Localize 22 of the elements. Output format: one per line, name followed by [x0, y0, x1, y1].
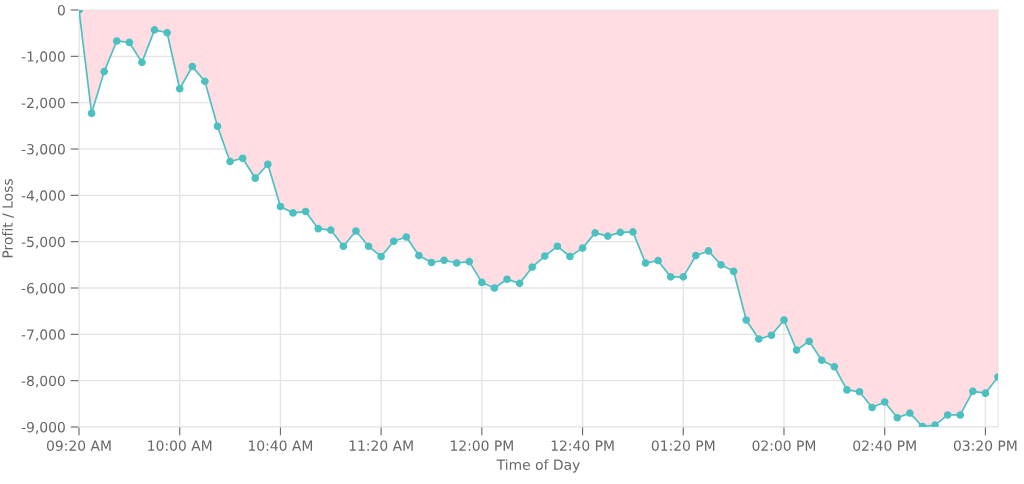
y-tick-label: -2,000	[21, 97, 65, 110]
y-tick-label: -1,000	[21, 51, 65, 64]
y-tick-label: -6,000	[21, 282, 65, 295]
x-tick-label: 03:20 PM	[953, 440, 1017, 451]
x-tick-label: 01:20 PM	[651, 440, 715, 451]
y-tick-label: -9,000	[21, 421, 65, 434]
x-tick-label: 11:20 AM	[349, 440, 413, 451]
x-tick-label: 10:40 AM	[249, 440, 313, 451]
y-tick-label: -7,000	[21, 329, 65, 342]
x-tick-label: 09:20 AM	[46, 440, 111, 451]
y-tick-label: -8,000	[21, 375, 65, 388]
y-tick-label: -5,000	[21, 236, 65, 249]
x-tick-label: 02:00 PM	[752, 440, 816, 451]
y-tick-label: -3,000	[21, 143, 65, 156]
x-tick-label: 10:00 AM	[148, 440, 212, 451]
y-tick-label: 0	[57, 4, 65, 16]
x-tick-label: 12:00 PM	[450, 440, 513, 451]
y-axis-title: Profit / Loss	[2, 179, 14, 258]
x-axis-title: Time of Day	[496, 459, 580, 473]
y-tick-label: -4,000	[21, 190, 65, 203]
x-tick-label: 12:40 PM	[551, 440, 614, 451]
x-tick-label: 02:40 PM	[853, 440, 916, 451]
